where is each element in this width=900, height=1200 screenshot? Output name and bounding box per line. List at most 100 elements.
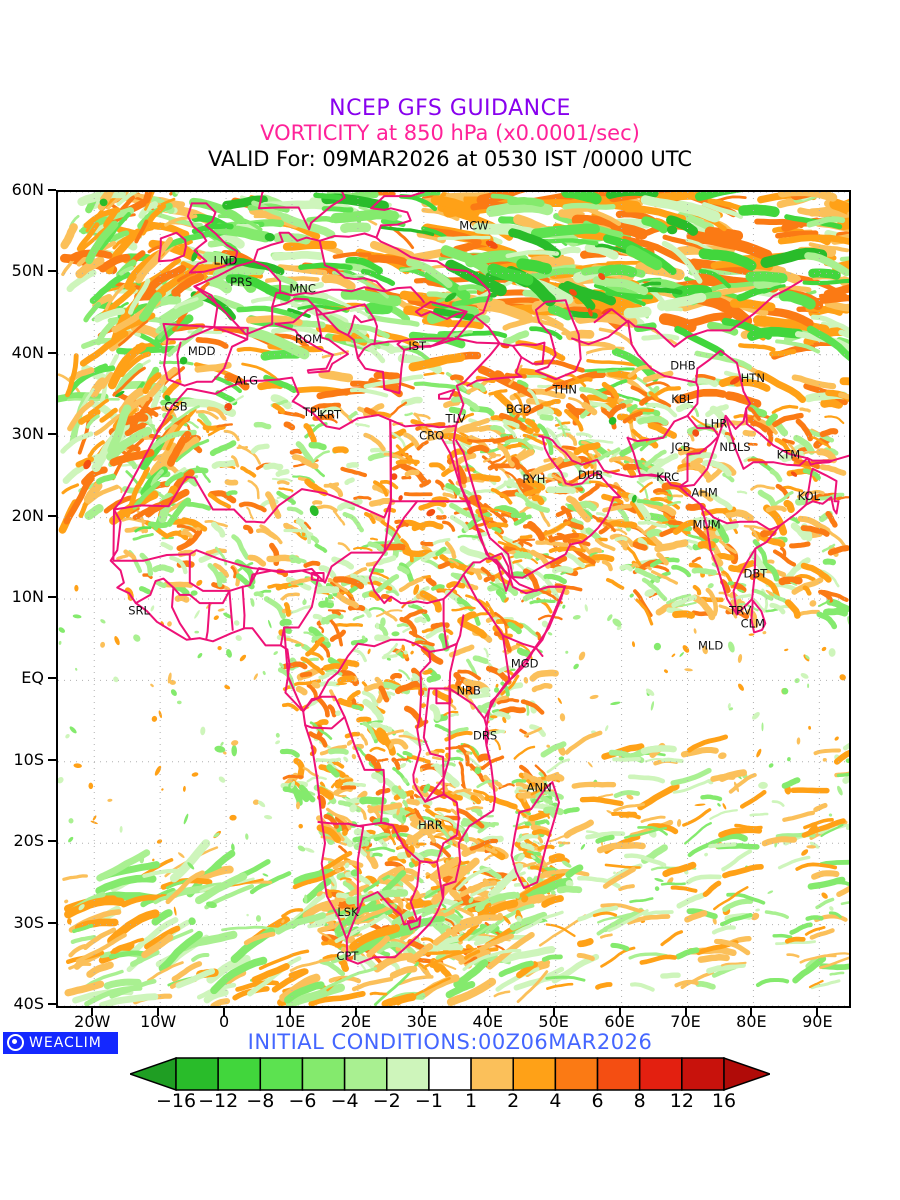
- lat-tick-mark: [48, 351, 56, 354]
- lon-tick-label: 90E: [802, 1012, 833, 1031]
- city-label-cro: CRO: [419, 429, 444, 443]
- colorbar-segment: [681, 1057, 725, 1091]
- colorbar-tick-labels: −16 −12 −8 −6 −4 −2 −1 1 2 4 6 8 12 16: [130, 1090, 770, 1114]
- city-label-mld: MLD: [698, 639, 723, 653]
- lat-tick-mark: [48, 840, 56, 843]
- city-label-csb: CSB: [164, 399, 187, 413]
- chart-title-model: NCEP GFS GUIDANCE: [329, 96, 571, 121]
- lat-tick-label: 10S: [13, 749, 44, 769]
- colorbar-segment: [343, 1057, 388, 1091]
- city-label-krc: KRC: [656, 470, 679, 484]
- chart-title-valid-time: VALID For: 09MAR2026 at 0530 IST /0000 U…: [208, 147, 692, 171]
- colorbar-tick-label: 16: [711, 1090, 737, 1112]
- lon-tick-mark: [223, 1008, 226, 1016]
- city-label-ktm: KTM: [777, 447, 801, 461]
- city-label-ist: IST: [408, 339, 427, 353]
- lon-tick-mark: [420, 1008, 423, 1016]
- weaclim-label: WEACLIM: [29, 1035, 102, 1051]
- colorbar-tick-label: −16: [156, 1090, 197, 1112]
- title-block: NCEP GFS GUIDANCE VORTICITY at 850 hPa (…: [0, 96, 900, 172]
- city-label-hrr: HRR: [418, 818, 443, 832]
- lon-tick-mark: [289, 1008, 291, 1016]
- lon-tick-mark: [354, 1008, 357, 1016]
- city-label-dhb: DHB: [670, 359, 696, 373]
- city-label-nrb: NRB: [456, 684, 481, 698]
- lat-tick-label: 40S: [13, 994, 44, 1013]
- city-label-drs: DRS: [473, 728, 497, 742]
- lat-tick-mark: [48, 270, 56, 273]
- vorticity-field-layer: [58, 192, 849, 1006]
- lon-tick-label: 40E: [472, 1012, 503, 1031]
- colorbar-tick-label: −8: [246, 1090, 275, 1112]
- lat-tick-label: 10N: [11, 587, 44, 606]
- city-label-thn: THN: [552, 382, 577, 396]
- lon-tick-mark: [750, 1008, 753, 1016]
- weaclim-watermark: WEACLIM: [3, 1032, 118, 1054]
- city-label-clm: CLM: [741, 617, 765, 631]
- colorbar-segment: [428, 1057, 472, 1091]
- colorbar-tick-label: 6: [591, 1090, 604, 1112]
- city-label-mcw: MCW: [459, 219, 488, 233]
- city-label-ryh: RYH: [522, 472, 545, 486]
- city-label-trv: TRV: [728, 604, 751, 618]
- lat-tick-mark: [48, 677, 56, 680]
- lon-tick-label: 60E: [604, 1012, 635, 1031]
- city-label-ndls: NDLS: [719, 440, 750, 454]
- colorbar-segment: [301, 1057, 346, 1091]
- city-label-krt: KRT: [319, 408, 342, 422]
- lon-tick-label: 10W: [140, 1012, 177, 1031]
- weaclim-logo-icon: [7, 1034, 24, 1051]
- city-label-cpt: CPT: [336, 949, 359, 963]
- city-label-tpl: TPL: [302, 405, 324, 419]
- lat-tick-mark: [48, 189, 56, 191]
- lon-tick-label: 30E: [406, 1012, 438, 1031]
- city-label-mnc: MNC: [289, 281, 316, 295]
- city-label-dbt: DBT: [744, 566, 769, 580]
- lat-tick-label: 30S: [13, 912, 44, 932]
- lon-tick-label: 20E: [340, 1012, 372, 1031]
- colorbar: [130, 1056, 770, 1092]
- lon-tick-label: 20W: [74, 1012, 111, 1031]
- city-label-prs: PRS: [230, 275, 252, 289]
- lon-tick-mark: [157, 1008, 160, 1016]
- colorbar-segment: [596, 1057, 641, 1091]
- city-label-htn: HTN: [741, 371, 765, 385]
- chart-title-variable: VORTICITY at 850 hPa (x0.0001/sec): [260, 121, 640, 145]
- city-label-ann: ANN: [527, 780, 552, 794]
- colorbar-tick-label: −4: [330, 1090, 359, 1112]
- colorbar-tick-label: −12: [198, 1090, 239, 1112]
- lon-tick-mark: [91, 1008, 94, 1016]
- city-label-rom: ROM: [295, 332, 322, 346]
- lat-tick-mark: [48, 514, 56, 517]
- colorbar-segment: [175, 1057, 219, 1091]
- city-label-lsk: LSK: [337, 905, 359, 919]
- colorbar-segment: [638, 1057, 683, 1091]
- city-label-srl: SRL: [128, 604, 150, 618]
- lon-tick-mark: [618, 1008, 621, 1016]
- lat-tick-mark: [48, 921, 56, 924]
- coastlines-and-borders: [109, 192, 849, 965]
- colorbar-segment: [217, 1057, 262, 1091]
- lat-tick-mark: [48, 596, 56, 598]
- colorbar-tick-label: −6: [288, 1090, 317, 1112]
- colorbar-segment: [470, 1057, 514, 1091]
- lon-tick-mark: [684, 1008, 687, 1016]
- colorbar-segment: [512, 1057, 557, 1091]
- lat-tick-label: 40N: [11, 342, 44, 362]
- lat-tick-label: EQ: [21, 668, 44, 688]
- lon-tick-label: 0: [218, 1012, 230, 1031]
- lat-tick-mark: [48, 758, 56, 761]
- city-label-bgd: BGD: [506, 402, 532, 416]
- city-label-dub: DUB: [578, 468, 603, 482]
- lat-tick-label: 20S: [13, 831, 44, 851]
- map-plot-area: MCW LND PRS MNC ROM MDD IST ALG CSB TPL KRT TLV CRO B…: [56, 190, 851, 1008]
- city-label-jcb: JCB: [670, 440, 690, 454]
- lat-tick-mark: [48, 1003, 56, 1005]
- colorbar-tick-label: −1: [414, 1090, 443, 1112]
- lat-lon-gridlines: [58, 192, 849, 1006]
- colorbar-tick-label: 1: [465, 1090, 478, 1112]
- lat-tick-label: 50N: [11, 261, 44, 281]
- city-label-mgd: MGD: [511, 657, 539, 671]
- lat-tick-mark: [48, 433, 56, 436]
- colorbar-tick-label: 8: [633, 1090, 646, 1112]
